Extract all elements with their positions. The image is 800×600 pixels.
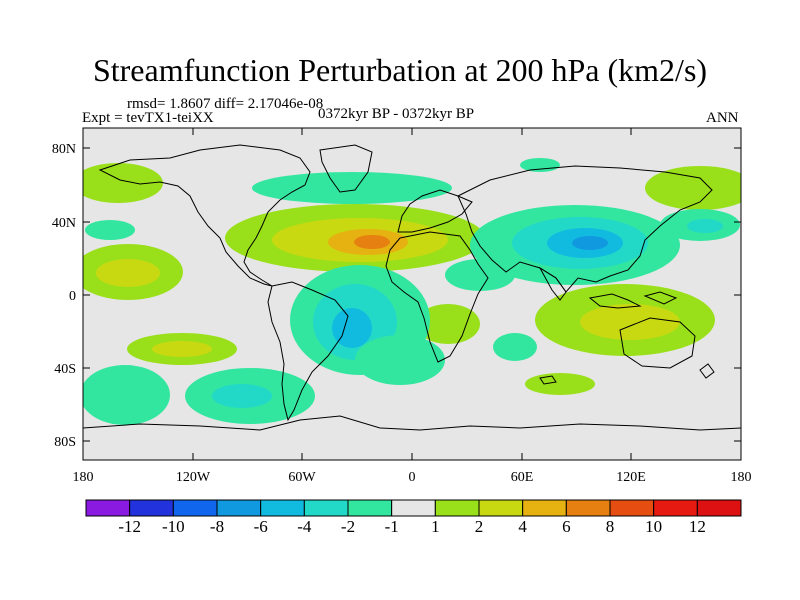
colorbar-label: -2: [341, 517, 355, 536]
coastlines: [83, 144, 741, 431]
stats-label: rmsd= 1.8607 diff= 2.17046e-08: [127, 96, 324, 112]
colorbar-swatch: [391, 499, 436, 517]
lat-label-40n: 40N: [52, 216, 76, 231]
colorbar-swatch: [129, 499, 174, 517]
colorbar-label: -4: [297, 517, 312, 536]
colorbar-label: -12: [118, 517, 141, 536]
colorbar-swatch: [347, 499, 393, 517]
colorbar-label: 4: [518, 517, 527, 536]
lat-label-40s: 40S: [54, 362, 76, 377]
lat-ticks: [83, 147, 741, 442]
lat-label-80n: 80N: [52, 142, 76, 157]
colorbar-swatch: [172, 499, 218, 517]
colorbar-swatch: [653, 499, 698, 517]
lat-label-80s: 80S: [54, 435, 76, 450]
colorbar-label: -1: [385, 517, 399, 536]
colorbar-swatch: [522, 499, 567, 517]
colorbar-swatch: [260, 499, 305, 517]
period-label: 0372kyr BP - 0372kyr BP: [318, 106, 475, 122]
experiment-label: Expt = tevTX1-teiXX: [82, 110, 214, 126]
contour-fields: [83, 158, 741, 425]
season-label: ANN: [706, 110, 739, 126]
colorbar-swatch: [216, 499, 262, 517]
colorbar-label: 8: [606, 517, 615, 536]
colorbar-label: 2: [475, 517, 484, 536]
colorbar-label: -10: [162, 517, 185, 536]
lon-label-60e: 60E: [511, 470, 534, 485]
colorbar-swatch: [478, 499, 524, 517]
chart-title: Streamfunction Perturbation at 200 hPa (…: [92, 52, 708, 88]
colorbar-label: 6: [562, 517, 571, 536]
colorbar-label: 12: [689, 517, 706, 536]
lon-label-60w: 60W: [288, 470, 316, 485]
lat-label-0: 0: [69, 289, 76, 304]
colorbar-swatch: [85, 499, 131, 517]
colorbar-label: -6: [254, 517, 268, 536]
colorbar-label: 1: [431, 517, 440, 536]
lon-label-0: 0: [409, 470, 416, 485]
colorbar-swatch: [609, 499, 655, 517]
colorbar-label: 10: [645, 517, 662, 536]
colorbar: -12 -10 -8 -6 -4 -2 -1 1 2 4 6 8 10 12: [85, 499, 742, 536]
colorbar-swatch: [565, 499, 611, 517]
lon-ticks: [192, 128, 632, 460]
colorbar-swatch: [303, 499, 349, 517]
colorbar-label: -8: [210, 517, 224, 536]
lon-label-180w: 180: [73, 470, 94, 485]
colorbar-swatch: [696, 499, 742, 517]
lon-label-180e: 180: [731, 470, 752, 485]
colorbar-swatch: [434, 499, 480, 517]
lon-label-120w: 120W: [176, 470, 211, 485]
lon-label-120e: 120E: [616, 470, 646, 485]
